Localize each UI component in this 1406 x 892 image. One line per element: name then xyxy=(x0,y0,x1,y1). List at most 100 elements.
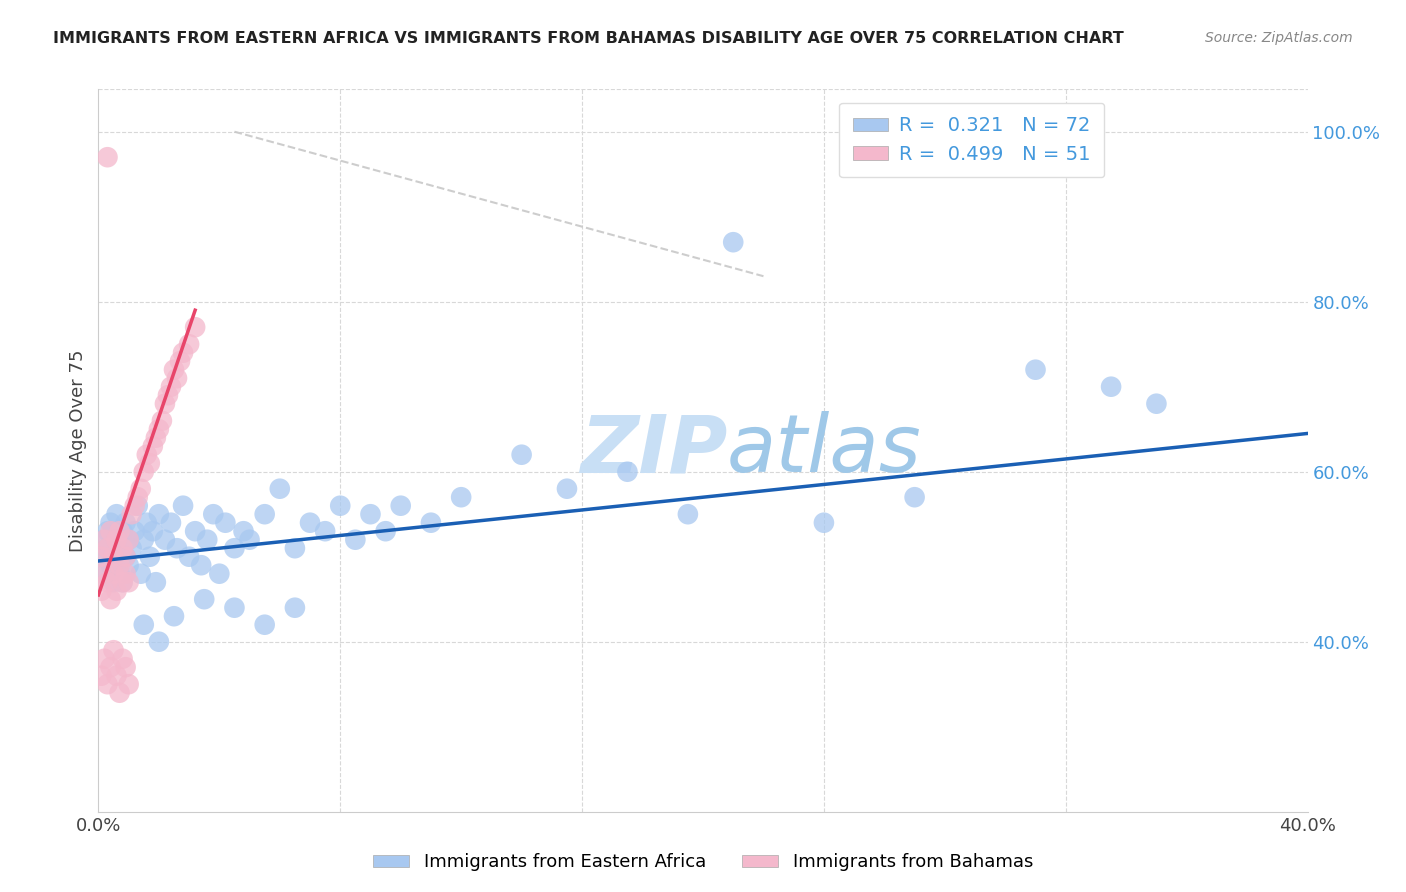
Point xyxy=(90,583,112,598)
Point xyxy=(232,524,254,539)
Point xyxy=(96,541,118,556)
Point xyxy=(105,507,128,521)
Point xyxy=(103,566,125,581)
Point xyxy=(105,533,128,547)
Point xyxy=(100,516,122,530)
Point xyxy=(103,549,125,564)
Point xyxy=(450,490,472,504)
Point xyxy=(904,490,927,504)
Point xyxy=(132,533,155,547)
Point xyxy=(1099,380,1122,394)
Point xyxy=(389,499,412,513)
Point xyxy=(1024,362,1046,376)
Point xyxy=(124,524,146,539)
Point xyxy=(195,533,218,547)
Point xyxy=(105,583,128,598)
Point xyxy=(100,524,122,539)
Text: Source: ZipAtlas.com: Source: ZipAtlas.com xyxy=(1205,31,1353,45)
Point xyxy=(142,439,165,453)
Point xyxy=(118,533,141,547)
Point xyxy=(179,549,201,564)
Point xyxy=(93,566,115,581)
Point xyxy=(374,524,396,539)
Point xyxy=(239,533,262,547)
Point xyxy=(1144,397,1167,411)
Point xyxy=(118,575,141,590)
Point xyxy=(510,448,533,462)
Point xyxy=(193,592,215,607)
Point xyxy=(299,516,322,530)
Point xyxy=(163,609,186,624)
Point xyxy=(163,362,186,376)
Point xyxy=(96,524,118,539)
Point xyxy=(145,575,167,590)
Point xyxy=(676,507,699,521)
Point xyxy=(129,566,152,581)
Point xyxy=(160,516,183,530)
Point xyxy=(111,524,134,539)
Point xyxy=(329,499,352,513)
Point xyxy=(145,431,167,445)
Point xyxy=(100,558,122,573)
Point xyxy=(153,533,176,547)
Point xyxy=(132,465,155,479)
Point xyxy=(135,448,157,462)
Point xyxy=(118,558,141,573)
Point xyxy=(224,600,246,615)
Point xyxy=(93,651,115,665)
Point xyxy=(156,388,179,402)
Point xyxy=(100,660,122,674)
Point xyxy=(132,617,155,632)
Point xyxy=(103,643,125,657)
Point xyxy=(127,490,149,504)
Point xyxy=(93,533,115,547)
Point xyxy=(184,320,207,334)
Point xyxy=(108,558,131,573)
Point xyxy=(121,541,143,556)
Point xyxy=(153,397,176,411)
Point xyxy=(96,541,118,556)
Point xyxy=(420,516,443,530)
Point xyxy=(108,686,131,700)
Point xyxy=(114,660,136,674)
Point xyxy=(284,600,307,615)
Point xyxy=(105,533,128,547)
Point xyxy=(269,482,291,496)
Point xyxy=(148,634,170,648)
Point xyxy=(224,541,246,556)
Point xyxy=(114,566,136,581)
Point xyxy=(114,549,136,564)
Point xyxy=(103,575,125,590)
Point xyxy=(253,507,276,521)
Point xyxy=(121,507,143,521)
Legend: R =  0.321   N = 72, R =  0.499   N = 51: R = 0.321 N = 72, R = 0.499 N = 51 xyxy=(839,103,1104,178)
Point xyxy=(214,516,236,530)
Point xyxy=(96,575,118,590)
Point xyxy=(190,558,212,573)
Point xyxy=(96,150,118,164)
Legend: Immigrants from Eastern Africa, Immigrants from Bahamas: Immigrants from Eastern Africa, Immigran… xyxy=(366,847,1040,879)
Point xyxy=(360,507,382,521)
Point xyxy=(111,575,134,590)
Point xyxy=(114,549,136,564)
Point xyxy=(103,549,125,564)
Point xyxy=(100,592,122,607)
Point xyxy=(111,651,134,665)
Point xyxy=(344,533,367,547)
Point xyxy=(148,422,170,436)
Point xyxy=(142,524,165,539)
Point xyxy=(202,507,225,521)
Point xyxy=(108,566,131,581)
Text: ZIP: ZIP xyxy=(579,411,727,490)
Point xyxy=(139,456,162,470)
Point xyxy=(118,677,141,691)
Point xyxy=(90,549,112,564)
Point xyxy=(90,549,112,564)
Point xyxy=(555,482,578,496)
Point xyxy=(111,575,134,590)
Text: IMMIGRANTS FROM EASTERN AFRICA VS IMMIGRANTS FROM BAHAMAS DISABILITY AGE OVER 75: IMMIGRANTS FROM EASTERN AFRICA VS IMMIGR… xyxy=(53,31,1125,46)
Point xyxy=(179,337,201,351)
Text: atlas: atlas xyxy=(727,411,922,490)
Point xyxy=(124,499,146,513)
Point xyxy=(723,235,745,250)
